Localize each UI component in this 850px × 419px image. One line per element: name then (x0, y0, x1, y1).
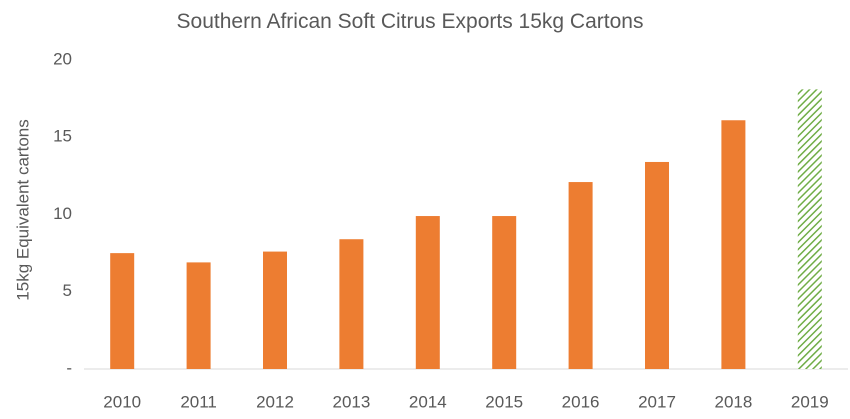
x-tick-label: 2014 (409, 392, 447, 411)
x-tick-label: 2015 (485, 392, 523, 411)
x-tick-label: 2011 (180, 392, 217, 411)
bar (110, 253, 135, 369)
y-tick-label: 15 (53, 127, 72, 146)
x-tick-label: 2013 (332, 392, 370, 411)
x-tick-label: 2010 (103, 392, 141, 411)
x-tick-label: 2018 (714, 392, 752, 411)
y-tick-label: - (66, 358, 72, 377)
y-axis-label: 15kg Equivalent cartons (13, 119, 32, 300)
x-tick-label: 2012 (256, 392, 294, 411)
x-tick-label: 2019 (791, 392, 829, 411)
x-tick-label: 2016 (562, 392, 600, 411)
bar (645, 161, 669, 369)
chart-title: Southern African Soft Citrus Exports 15k… (176, 10, 644, 33)
bar (186, 262, 211, 369)
bar (492, 216, 517, 369)
y-tick-label: 5 (63, 281, 72, 300)
bar (339, 239, 364, 369)
bar (263, 251, 287, 369)
x-tick-label: 2017 (638, 392, 676, 411)
bar (568, 182, 593, 369)
bar (415, 216, 440, 369)
bar (797, 89, 822, 369)
y-tick-label: 20 (53, 49, 72, 68)
y-tick-label: 10 (53, 204, 72, 223)
bar (721, 120, 746, 369)
